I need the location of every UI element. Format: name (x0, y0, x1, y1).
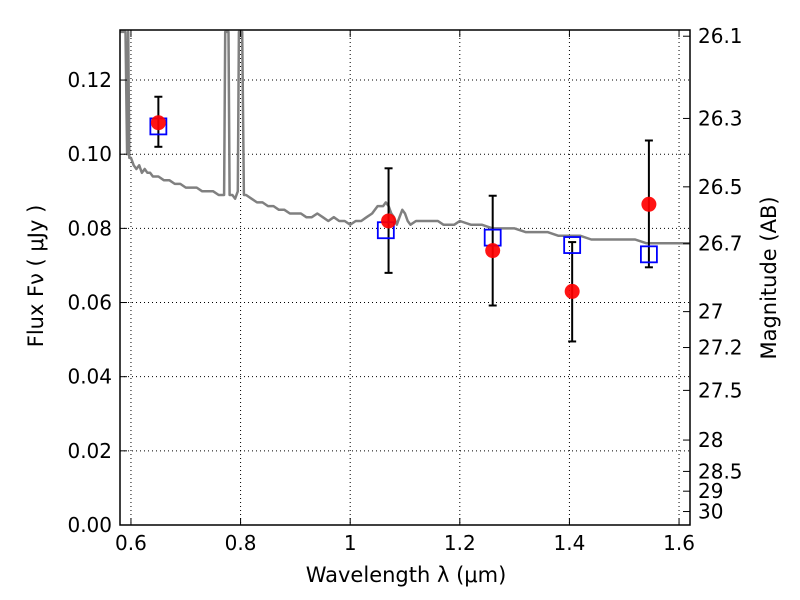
spectrum-layer (120, 30, 690, 245)
y-tick-label: 0.12 (67, 68, 112, 92)
y-tick-label: 0.04 (67, 365, 112, 389)
y-tick-label: 0.06 (67, 291, 112, 315)
y2-tick-label: 26.7 (698, 232, 743, 256)
model-point (639, 245, 658, 264)
x-tick-label: 0.8 (225, 531, 257, 555)
x-tick-label: 0.6 (115, 531, 147, 555)
spectrum-line (120, 30, 690, 245)
y2-axis-label: Magnitude (AB) (757, 196, 781, 359)
observed-point (564, 283, 580, 299)
y2-tick-label: 26.1 (698, 24, 743, 48)
model-points-layer (149, 117, 658, 264)
x-tick-label: 1.2 (444, 531, 476, 555)
plot-frame (119, 29, 691, 526)
y-axis-label: Flux Fν ( μJy ) (24, 205, 48, 348)
x-tick-label: 1.4 (554, 531, 586, 555)
model-point (563, 236, 582, 254)
y-tick-label: 0.00 (67, 513, 112, 537)
y2-tick-label: 30 (698, 500, 723, 524)
observed-point (641, 196, 657, 212)
y2-tick-label: 27 (698, 300, 723, 324)
y2-tick-label: 28.5 (698, 459, 743, 483)
grid-lines (120, 30, 690, 526)
observed-point (485, 243, 501, 259)
y-tick-label: 0.02 (67, 439, 112, 463)
x-tick-label: 1.6 (663, 531, 695, 555)
y2-tick-label: 27.2 (698, 336, 743, 360)
y2-tick-label: 27.5 (698, 378, 743, 402)
x-tick-label: 1 (344, 531, 357, 555)
x-axis-label: Wavelength λ (μm) (306, 563, 507, 587)
y-tick-label: 0.08 (67, 216, 112, 240)
observed-point (150, 115, 166, 131)
y2-tick-label: 28 (698, 428, 723, 452)
y2-tick-label: 26.3 (698, 106, 743, 130)
y-tick-label: 0.10 (67, 142, 112, 166)
y2-tick-label: 29 (698, 479, 723, 503)
observed-point (381, 213, 397, 229)
y2-tick-label: 26.5 (698, 175, 743, 199)
axis-ticks: 0.6 0.8 1 1.2 1.4 1.6 0.00 0.02 0.04 0.06 0.08 0.10… (67, 24, 742, 555)
observed-points-layer (150, 115, 657, 299)
